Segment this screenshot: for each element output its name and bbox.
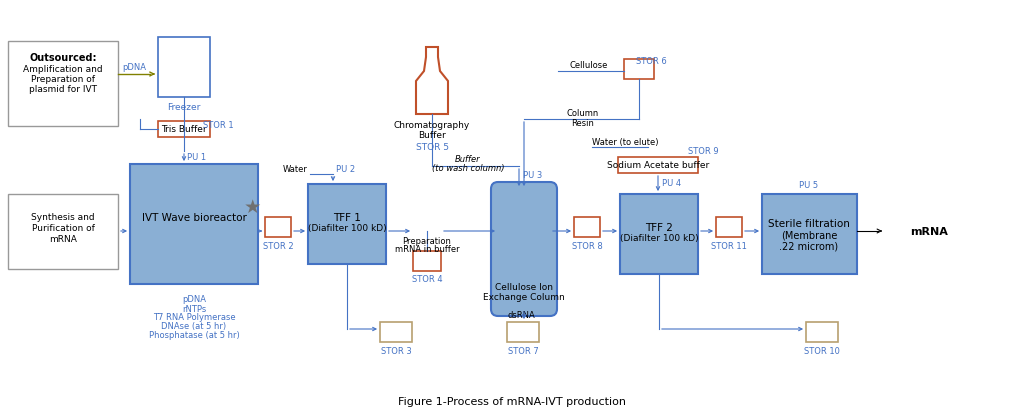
Text: TFF 1: TFF 1: [333, 212, 360, 223]
Bar: [620, 195, 698, 274]
Bar: [8, 42, 118, 127]
Text: Column: Column: [567, 109, 599, 118]
Text: Buffer: Buffer: [456, 154, 481, 163]
Bar: [158, 38, 210, 98]
Text: IVT Wave bioreactor: IVT Wave bioreactor: [141, 212, 247, 223]
Text: DNAse (at 5 hr): DNAse (at 5 hr): [162, 322, 226, 331]
FancyBboxPatch shape: [490, 183, 557, 316]
Bar: [308, 185, 386, 264]
Text: Purification of: Purification of: [32, 224, 94, 233]
Text: Cellulose: Cellulose: [569, 60, 608, 69]
Bar: [806, 322, 838, 342]
Bar: [265, 218, 291, 237]
Text: .22 microm): .22 microm): [779, 242, 839, 252]
Text: (Membrane: (Membrane: [781, 230, 838, 240]
Text: ★: ★: [244, 197, 261, 216]
Text: (Diafilter 100 kD): (Diafilter 100 kD): [307, 224, 386, 233]
Text: PU 2: PU 2: [337, 165, 355, 174]
Text: Synthesis and: Synthesis and: [31, 213, 95, 222]
Text: pDNA: pDNA: [182, 295, 206, 304]
Text: STOR 7: STOR 7: [508, 347, 539, 356]
Text: Resin: Resin: [571, 118, 595, 127]
Text: Figure 1-Process of mRNA-IVT production: Figure 1-Process of mRNA-IVT production: [398, 396, 626, 406]
Text: STOR 3: STOR 3: [381, 347, 412, 356]
Text: STOR 6: STOR 6: [636, 57, 667, 66]
Text: rNTPs: rNTPs: [182, 304, 206, 313]
Text: PU 5: PU 5: [800, 180, 818, 189]
Text: Exchange Column: Exchange Column: [483, 293, 565, 302]
Text: PU 3: PU 3: [523, 171, 543, 180]
Text: STOR 2: STOR 2: [263, 242, 293, 251]
Text: Water (to elute): Water (to elute): [592, 137, 658, 146]
Text: STOR 1: STOR 1: [203, 121, 233, 130]
Bar: [413, 252, 441, 271]
Bar: [8, 195, 118, 269]
Bar: [716, 218, 742, 237]
Text: pDNA: pDNA: [122, 63, 146, 72]
Text: STOR 10: STOR 10: [804, 347, 840, 356]
Bar: [507, 322, 539, 342]
Text: mRNA: mRNA: [910, 226, 948, 236]
Text: STOR 4: STOR 4: [412, 275, 442, 284]
Text: STOR 11: STOR 11: [711, 242, 746, 251]
Text: Freezer: Freezer: [167, 102, 201, 111]
Text: T7 RNA Polymerase: T7 RNA Polymerase: [153, 313, 236, 322]
Text: Phosphatase (at 5 hr): Phosphatase (at 5 hr): [148, 331, 240, 339]
Text: Tris Buffer: Tris Buffer: [161, 125, 207, 134]
Text: (to wash column): (to wash column): [432, 163, 504, 172]
Bar: [380, 322, 412, 342]
Text: mRNA in buffer: mRNA in buffer: [394, 245, 460, 254]
Bar: [618, 158, 698, 173]
Bar: [158, 122, 210, 138]
Text: PU 4: PU 4: [663, 178, 682, 187]
Text: STOR 5: STOR 5: [416, 142, 449, 151]
Text: Water: Water: [283, 165, 308, 174]
Text: plasmid for IVT: plasmid for IVT: [29, 84, 97, 93]
Text: TFF 2: TFF 2: [645, 223, 673, 233]
Text: Preparation of: Preparation of: [31, 74, 95, 83]
Text: STOR 9: STOR 9: [688, 147, 718, 156]
Polygon shape: [416, 48, 449, 115]
Text: Cellulose Ion: Cellulose Ion: [495, 283, 553, 292]
Bar: [762, 195, 857, 274]
Text: (Diafilter 100 kD): (Diafilter 100 kD): [620, 234, 698, 243]
Text: Preparation: Preparation: [402, 237, 452, 246]
Text: STOR 8: STOR 8: [571, 242, 602, 251]
Text: Buffer: Buffer: [418, 130, 445, 139]
Text: Sterile filtration: Sterile filtration: [768, 218, 850, 228]
Text: PU 1: PU 1: [187, 153, 207, 162]
Bar: [574, 218, 600, 237]
Text: Amplification and: Amplification and: [24, 64, 102, 74]
Text: Outsourced:: Outsourced:: [30, 53, 96, 63]
Bar: [624, 60, 654, 80]
Text: dsRNA: dsRNA: [507, 311, 535, 320]
Text: mRNA: mRNA: [49, 235, 77, 244]
Text: Sodium Acetate buffer: Sodium Acetate buffer: [607, 161, 710, 170]
Text: Chromatography: Chromatography: [394, 121, 470, 130]
Bar: [130, 165, 258, 284]
